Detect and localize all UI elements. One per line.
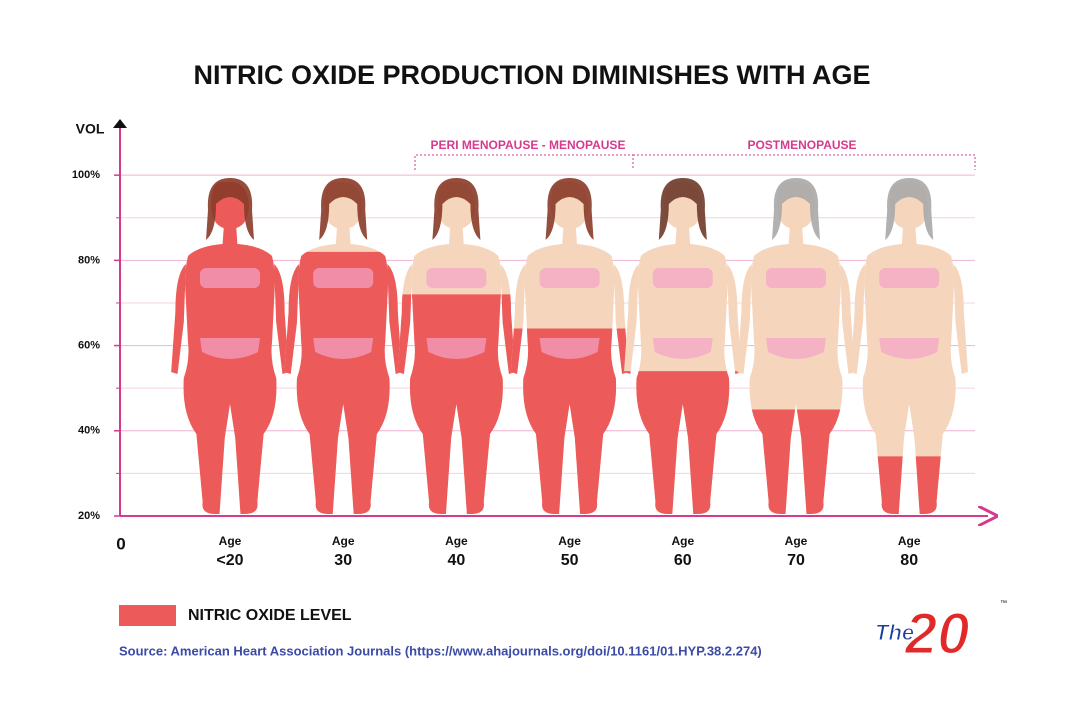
x-tick-label: <20: [216, 552, 243, 569]
x-tick-prefix: Age: [219, 534, 242, 548]
bottom-garment: [766, 338, 826, 359]
x-tick-prefix: Age: [332, 534, 355, 548]
y-tick-label: 80%: [78, 254, 100, 266]
figure: [171, 178, 289, 514]
x-tick-label: 80: [900, 552, 918, 569]
y-tick-label: 20%: [78, 510, 100, 522]
level-fill: [284, 251, 403, 514]
x-tick-label: 30: [334, 552, 352, 569]
figures: [171, 178, 968, 514]
level-fill: [877, 456, 941, 514]
legend-swatch: [119, 605, 176, 626]
source: Source: American Heart Association Journ…: [119, 643, 762, 658]
hair: [319, 178, 368, 240]
level-body: [751, 409, 841, 514]
top-garment: [539, 268, 600, 288]
bottom-garment: [652, 338, 713, 359]
logo-mark: ™: [1000, 600, 1007, 607]
level-body: [284, 251, 403, 514]
bottom-garment: [539, 338, 600, 359]
y-axis-label: VOL: [76, 121, 105, 137]
logo: The 20 ™: [875, 600, 1008, 667]
y-tick-label: 60%: [78, 339, 100, 351]
y-axis-arrow: [113, 119, 127, 128]
figure: [737, 178, 855, 514]
level-fill: [510, 328, 629, 514]
x-tick-prefix: Age: [898, 534, 921, 548]
annotation: POSTMENOPAUSE: [747, 138, 856, 152]
level-body: [877, 456, 941, 514]
hair: [885, 178, 934, 240]
top-garment: [652, 268, 713, 288]
top-garment: [426, 268, 487, 288]
bottom-garment: [313, 338, 374, 359]
annotation: PERI MENOPAUSE - MENOPAUSE: [431, 138, 626, 152]
bottom-garment: [879, 338, 940, 359]
level-fill: [623, 371, 742, 514]
x-tick-prefix: Age: [785, 534, 808, 548]
x-tick-prefix: Age: [558, 534, 581, 548]
logo-number: 20: [904, 601, 970, 666]
level-body: [510, 328, 629, 514]
level-body: [397, 294, 516, 514]
figure: [510, 178, 629, 514]
level-fill: [397, 294, 516, 514]
figure: [284, 178, 403, 514]
level-fill: [751, 409, 841, 514]
chart-title: NITRIC OXIDE PRODUCTION DIMINISHES WITH …: [193, 60, 870, 90]
bottom-garment: [426, 338, 487, 359]
x-tick-label: 50: [561, 552, 579, 569]
y-tick-label: 40%: [78, 425, 100, 437]
origin-label: 0: [116, 534, 125, 553]
x-tick-label: 60: [674, 552, 692, 569]
figure: [623, 178, 742, 514]
top-garment: [879, 268, 940, 288]
legend-label: NITRIC OXIDE LEVEL: [188, 607, 352, 624]
top-garment: [200, 268, 260, 288]
bottom-garment: [200, 338, 260, 359]
x-tick-prefix: Age: [445, 534, 468, 548]
hair: [772, 178, 820, 240]
x-tick-prefix: Age: [671, 534, 694, 548]
figure: [397, 178, 516, 514]
hair: [658, 178, 707, 240]
hair: [432, 178, 481, 240]
top-garment: [313, 268, 374, 288]
x-tick-label: 70: [787, 552, 805, 569]
hair: [206, 178, 254, 240]
level-body: [623, 371, 742, 514]
top-garment: [766, 268, 826, 288]
logo-word: The: [875, 620, 914, 645]
y-tick-label: 100%: [72, 169, 100, 181]
figure: [850, 178, 968, 514]
annotation-brackets: [414, 154, 976, 170]
x-tick-label: 40: [448, 552, 466, 569]
hair: [545, 178, 594, 240]
